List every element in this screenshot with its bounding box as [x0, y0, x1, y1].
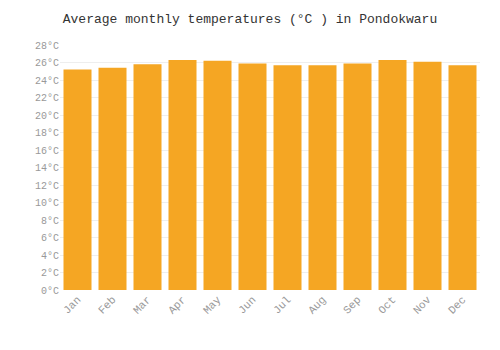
svg-text:6°C: 6°C — [41, 233, 59, 244]
svg-text:Mar: Mar — [131, 294, 153, 316]
svg-text:22°C: 22°C — [35, 93, 59, 104]
svg-text:10°C: 10°C — [35, 198, 59, 209]
svg-text:8°C: 8°C — [41, 216, 59, 227]
svg-text:24°C: 24°C — [35, 76, 59, 87]
svg-text:Jul: Jul — [271, 294, 293, 316]
svg-text:28°C: 28°C — [35, 41, 59, 52]
svg-text:Average monthly temperatures (: Average monthly temperatures (°C ) in Po… — [63, 12, 437, 27]
svg-text:Jun: Jun — [236, 294, 258, 316]
svg-text:0°C: 0°C — [41, 286, 59, 297]
svg-text:14°C: 14°C — [35, 163, 59, 174]
svg-text:26°C: 26°C — [35, 58, 59, 69]
svg-text:Feb: Feb — [96, 294, 118, 316]
svg-text:Nov: Nov — [411, 294, 434, 317]
svg-text:May: May — [201, 294, 224, 317]
svg-text:Jan: Jan — [61, 294, 83, 316]
svg-text:20°C: 20°C — [35, 111, 59, 122]
svg-text:12°C: 12°C — [35, 181, 59, 192]
svg-text:Sep: Sep — [341, 294, 363, 316]
svg-text:18°C: 18°C — [35, 128, 59, 139]
svg-text:Dec: Dec — [446, 294, 468, 316]
svg-text:4°C: 4°C — [41, 251, 59, 262]
svg-text:Apr: Apr — [166, 294, 188, 316]
svg-text:Oct: Oct — [376, 294, 398, 316]
svg-text:16°C: 16°C — [35, 146, 59, 157]
svg-text:Aug: Aug — [306, 294, 328, 316]
svg-text:2°C: 2°C — [41, 268, 59, 279]
